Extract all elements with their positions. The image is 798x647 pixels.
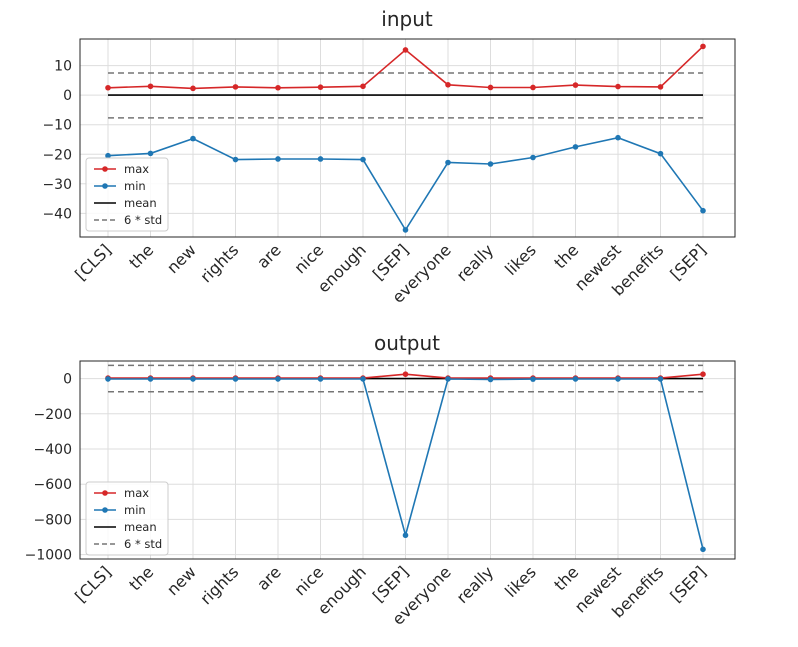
y-ticks-input: 10 0 −10 −20 −30 −40 — [42, 59, 72, 223]
y-tick-label: −1000 — [25, 548, 72, 564]
data-point-max — [232, 84, 239, 90]
legend-marker — [102, 507, 108, 513]
legend-label: max — [124, 486, 149, 500]
data-point-min — [317, 376, 324, 382]
legend-label: mean — [124, 520, 157, 534]
data-point-max — [105, 84, 111, 91]
data-point-min — [487, 161, 494, 167]
data-point-min — [105, 376, 111, 382]
data-point-min — [657, 150, 664, 157]
y-tick-label: −30 — [42, 177, 72, 193]
data-point-max — [615, 83, 621, 90]
data-point-min — [147, 150, 154, 157]
data-point-max — [700, 43, 706, 50]
data-point-min — [700, 207, 706, 214]
y-ticks-output: 0 −200 −400 −600 −800 −1000 — [25, 372, 72, 564]
data-point-min — [317, 156, 324, 162]
data-point-max — [487, 84, 494, 91]
data-point-max — [317, 84, 324, 90]
legend-label: mean — [124, 196, 157, 210]
chart-title-input: input — [381, 7, 433, 31]
data-point-min — [360, 156, 366, 163]
chart-title-output: output — [374, 331, 440, 355]
legend-label: min — [124, 179, 146, 193]
y-tick-label: −40 — [42, 206, 72, 222]
legend-label: min — [124, 503, 146, 517]
y-tick-label: −10 — [42, 118, 72, 134]
y-tick-label: −800 — [34, 512, 72, 528]
legend-label: 6 * std — [124, 213, 162, 227]
plot-frame-input — [79, 38, 736, 238]
legend-label: 6 * std — [124, 537, 162, 551]
data-point-min — [402, 227, 409, 233]
data-point-max — [360, 83, 366, 90]
data-point-min — [232, 156, 239, 163]
data-point-max — [572, 82, 579, 88]
data-point-min — [615, 376, 621, 382]
data-point-min — [445, 376, 451, 382]
legend-input: max min mean 6 * std — [85, 157, 169, 232]
y-tick-label: 0 — [63, 88, 72, 104]
data-point-max — [190, 85, 196, 92]
y-tick-label: −600 — [34, 477, 72, 493]
data-point-max — [275, 84, 281, 91]
legend-marker — [102, 166, 108, 172]
data-point-min — [657, 376, 664, 382]
data-point-min — [530, 154, 536, 161]
data-point-max — [657, 84, 664, 90]
data-point-max — [147, 83, 154, 90]
data-point-min — [700, 546, 706, 553]
y-tick-label: 0 — [63, 372, 72, 388]
legend-marker — [102, 183, 108, 189]
y-tick-label: 10 — [54, 59, 72, 75]
data-point-min — [572, 376, 579, 382]
data-point-max — [445, 82, 451, 88]
legend-box — [85, 481, 169, 556]
legend-output: max min mean 6 * std — [85, 481, 169, 556]
data-point-max — [530, 84, 536, 91]
data-point-min — [275, 156, 281, 162]
data-point-min — [572, 144, 579, 150]
data-point-min — [232, 376, 239, 382]
y-tick-label: −20 — [42, 147, 72, 163]
data-point-min — [402, 532, 409, 539]
data-point-max — [402, 47, 409, 53]
data-point-min — [275, 376, 281, 382]
data-point-min — [615, 134, 621, 141]
data-point-max — [700, 371, 706, 378]
legend-box — [85, 157, 169, 232]
data-point-min — [360, 376, 366, 382]
plot-frame-output — [79, 360, 736, 560]
legend-marker — [102, 490, 108, 496]
data-point-min — [105, 152, 111, 159]
data-point-max — [402, 371, 409, 378]
y-tick-label: −400 — [34, 442, 72, 458]
data-point-min — [190, 376, 196, 382]
series-layer-input — [105, 43, 706, 233]
legend-label: max — [124, 162, 149, 176]
data-point-min — [487, 376, 494, 383]
series-layer-output — [105, 364, 706, 553]
data-point-min — [190, 135, 196, 142]
data-point-min — [445, 159, 451, 166]
y-tick-label: −200 — [34, 407, 72, 423]
data-point-min — [147, 376, 154, 382]
data-point-min — [530, 376, 536, 382]
